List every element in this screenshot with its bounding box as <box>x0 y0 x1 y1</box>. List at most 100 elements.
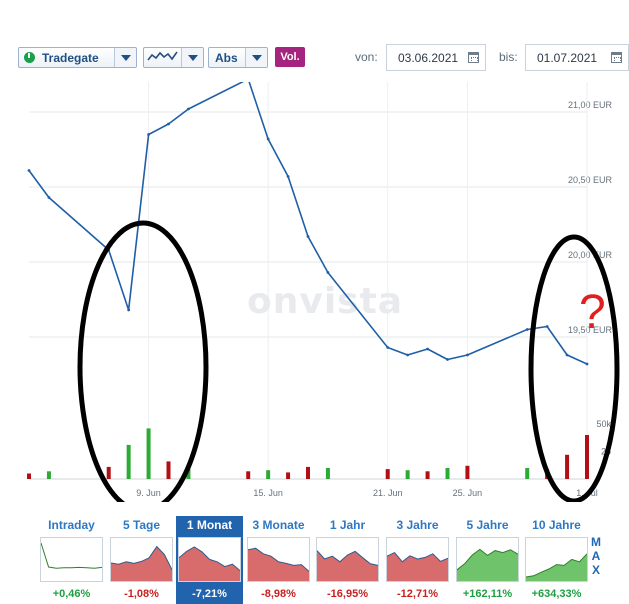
period-tab[interactable]: 3 Monate -8,98% <box>245 516 312 604</box>
period-sparkline <box>525 537 588 582</box>
price-point <box>386 346 390 349</box>
max-letter-m: M <box>591 535 601 549</box>
price-chart-svg: 21,00 EUR 20,50 EUR 20,00 EUR 19,50 EUR 9. J… <box>27 82 620 502</box>
calendar-icon[interactable] <box>468 52 479 63</box>
volume-bar <box>425 471 430 479</box>
price-point <box>466 353 469 357</box>
period-sparkline-line <box>526 553 587 578</box>
to-date-field[interactable]: 01.07.2021 <box>525 44 629 71</box>
price-point <box>27 169 31 172</box>
period-tab-label: 1 Monat <box>186 518 233 532</box>
max-period-button[interactable]: M A X <box>588 535 604 590</box>
scale-select[interactable]: Abs <box>208 47 268 68</box>
volume-bar <box>246 471 251 479</box>
period-tab[interactable]: 1 Monat -7,21% <box>176 516 243 604</box>
price-point <box>545 325 549 328</box>
period-sparkline-line <box>41 542 102 569</box>
volume-bar <box>325 468 330 479</box>
exchange-status-icon <box>24 52 35 63</box>
question-mark-annotation: ? <box>579 286 606 339</box>
period-change: -12,71% <box>397 588 438 600</box>
period-sparkline-svg <box>248 547 309 581</box>
period-sparkline-area <box>111 546 172 581</box>
price-point <box>286 175 290 178</box>
period-sparkline-svg <box>457 548 518 581</box>
period-tab[interactable]: 10 Jahre +634,33% <box>523 516 590 604</box>
volume-bar <box>46 471 51 479</box>
to-date-value: 01.07.2021 <box>537 50 598 65</box>
volume-bar <box>27 473 31 479</box>
price-point <box>306 235 310 238</box>
price-point <box>266 137 270 141</box>
from-date-field[interactable]: 03.06.2021 <box>386 44 486 71</box>
exchange-label: Tradegate <box>42 50 99 65</box>
period-tab[interactable]: 5 Tage -1,08% <box>108 516 175 604</box>
period-sparkline <box>178 537 241 582</box>
period-sparkline-svg <box>111 545 172 581</box>
volume-bar <box>126 444 131 479</box>
volume-bar <box>585 435 589 479</box>
chevron-down-icon <box>181 48 203 67</box>
volume-toggle-button[interactable]: Vol. <box>275 47 305 67</box>
volume-bar <box>266 470 271 479</box>
price-point <box>147 133 150 136</box>
period-sparkline-svg <box>526 553 587 581</box>
period-sparkline-line <box>457 548 518 571</box>
period-sparkline-svg <box>387 551 448 581</box>
period-sparkline-line <box>111 545 172 571</box>
chevron-down-icon <box>114 48 136 67</box>
period-change: -7,21% <box>192 588 227 600</box>
period-tab[interactable]: 5 Jahre +162,11% <box>454 516 521 604</box>
x-tick-label: 25. Jun <box>453 488 483 498</box>
right-circle-annotation <box>528 234 620 502</box>
period-tab[interactable]: 1 Jahr -16,95% <box>314 516 381 604</box>
price-point <box>426 347 429 351</box>
exchange-select[interactable]: Tradegate <box>18 47 137 68</box>
line-chart-icon <box>144 50 181 66</box>
price-point <box>167 122 170 126</box>
chart-watermark: onvista <box>247 281 403 322</box>
period-sparkline-area <box>526 553 587 581</box>
volume-bar <box>405 470 410 479</box>
price-point <box>187 107 190 111</box>
scale-label: Abs <box>215 50 238 65</box>
price-point <box>127 308 131 312</box>
y-tick-label: 20,50 EUR <box>568 175 613 185</box>
max-letter-a: A <box>591 549 601 563</box>
price-point <box>585 362 589 366</box>
period-change: +162,11% <box>462 588 513 600</box>
y-tick-label: 21,00 EUR <box>568 100 613 110</box>
y-tick-label: 19,50 EUR <box>568 325 613 335</box>
period-sparkline-line <box>248 547 309 572</box>
volume-bar <box>286 472 291 479</box>
from-label: von: <box>355 50 378 64</box>
period-change: -8,98% <box>261 588 296 600</box>
period-tab[interactable]: 3 Jahre -12,71% <box>384 516 451 604</box>
to-label: bis: <box>499 50 518 64</box>
period-tab-label: 3 Jahre <box>396 518 439 532</box>
calendar-icon[interactable] <box>611 52 622 63</box>
price-point <box>47 196 51 199</box>
period-tab[interactable]: Intraday +0,46% <box>38 516 105 604</box>
period-sparkline-svg <box>41 542 102 569</box>
chart-style-select[interactable] <box>143 47 204 68</box>
volume-bar <box>445 468 450 479</box>
chart-toolbar: Tradegate Abs Vol. von: 03.06.2021 bis: … <box>0 0 629 90</box>
period-change: +0,46% <box>52 588 91 600</box>
price-point <box>446 358 449 361</box>
period-sparkline <box>40 537 103 582</box>
max-letter-x: X <box>591 563 600 577</box>
volume-bar <box>465 465 470 479</box>
period-sparkline-line <box>387 551 448 563</box>
x-tick-label: 15. Jun <box>253 488 283 498</box>
period-tab-label: 5 Tage <box>122 518 161 532</box>
period-tab-label: 1 Jahr <box>329 518 366 532</box>
volume-tick-label: 50k <box>596 419 611 429</box>
period-sparkline-line <box>317 550 378 566</box>
volume-bar <box>146 428 151 479</box>
price-point <box>565 353 569 357</box>
volume-bar <box>186 469 191 479</box>
price-point <box>326 271 330 274</box>
chevron-down-icon <box>245 48 267 67</box>
